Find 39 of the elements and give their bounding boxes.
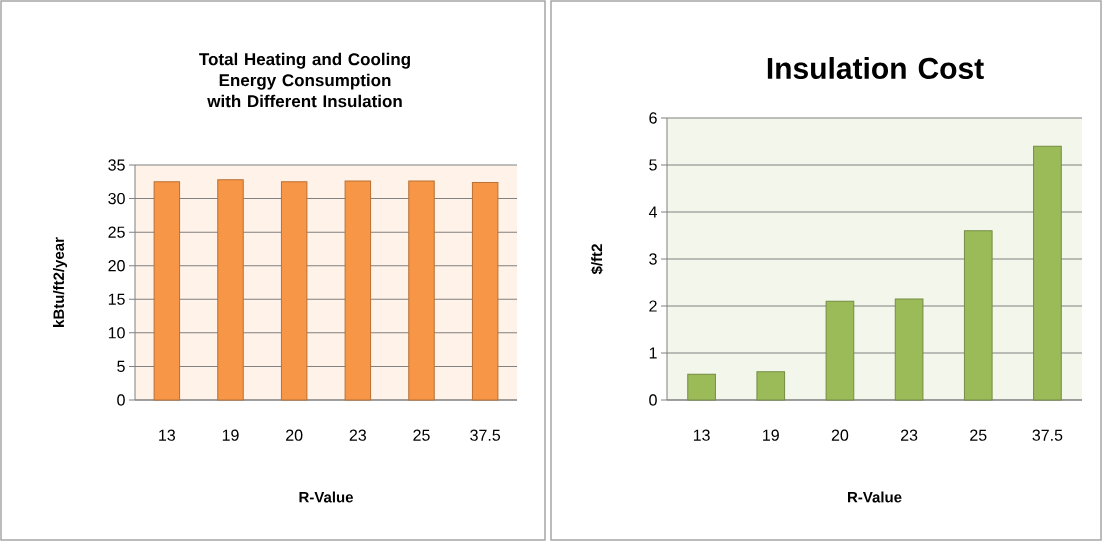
x-tick-label: 13 xyxy=(159,429,176,441)
y-tick-label: 3 xyxy=(649,253,657,265)
x-tick-label: 25 xyxy=(413,429,430,441)
y-tick-label: 35 xyxy=(108,159,125,171)
x-tick-label: 23 xyxy=(901,429,918,441)
y-tick-label: 6 xyxy=(649,112,657,124)
x-tick-label: 37.5 xyxy=(1032,429,1063,441)
y-tick-label: 1 xyxy=(649,347,657,359)
y-tick-label: 5 xyxy=(649,159,657,171)
y-tick-label: 0 xyxy=(117,394,125,406)
y-tick-label: 10 xyxy=(108,327,125,339)
y-tick-label: 4 xyxy=(648,206,657,218)
x-axis-title: R-Value xyxy=(299,491,353,503)
bar xyxy=(825,300,855,401)
x-tick-label: 25 xyxy=(970,429,987,441)
y-tick-label: 25 xyxy=(108,226,125,238)
bar xyxy=(963,230,993,401)
y-tick-label: 5 xyxy=(117,360,125,373)
y-axis-title: kBtu/ft2/year xyxy=(53,237,67,327)
x-axis-title: R-Value xyxy=(848,491,902,503)
y-tick-label: 30 xyxy=(108,192,125,205)
y-axis-title: $/ft2 xyxy=(590,244,604,275)
x-tick-label: 20 xyxy=(831,429,849,441)
x-tick-label: 13 xyxy=(693,429,710,441)
y-tick-label: 2 xyxy=(649,300,657,312)
chart-title: Insulation Cost xyxy=(767,56,984,80)
bar xyxy=(1033,145,1062,401)
y-tick-label: 15 xyxy=(108,293,125,305)
x-tick-label: 19 xyxy=(222,429,239,441)
x-tick-label: 23 xyxy=(349,429,367,441)
x-tick-label: 37.5 xyxy=(470,429,501,441)
chart-title: Total Heating and Cooling Energy Consumption with Different Insulation xyxy=(199,52,410,108)
bar xyxy=(894,298,924,401)
y-tick-label: 0 xyxy=(649,394,657,406)
y-tick-label: 20 xyxy=(108,260,125,272)
x-tick-label: 19 xyxy=(763,429,779,441)
bar xyxy=(687,373,716,401)
x-tick-label: 20 xyxy=(286,429,303,441)
bar xyxy=(756,371,786,401)
